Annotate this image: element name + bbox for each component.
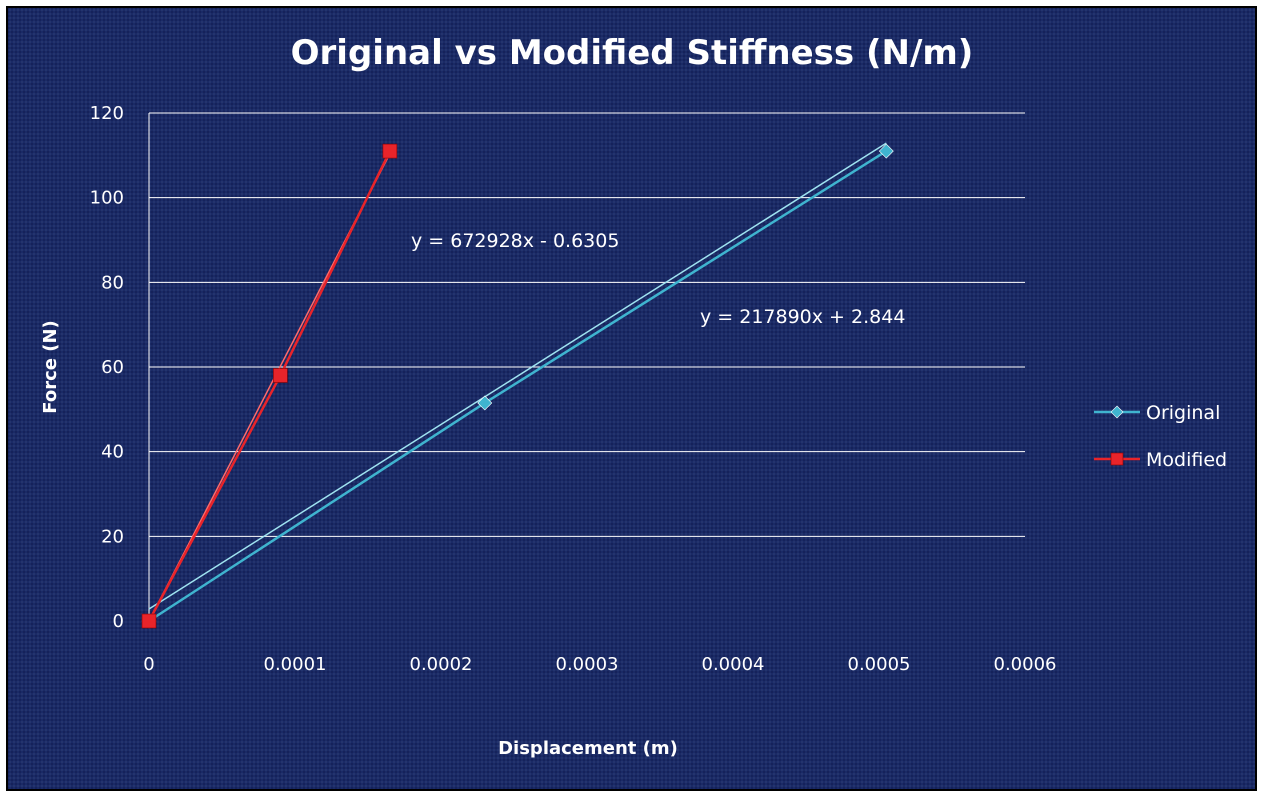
trendline-equations: y = 217890x + 2.844 y = 672928x - 0.6305 bbox=[411, 230, 905, 328]
data-point bbox=[1110, 405, 1124, 419]
trendline bbox=[148, 142, 887, 610]
data-point bbox=[477, 395, 493, 411]
y-tick-label: 40 bbox=[101, 442, 124, 463]
x-tick-label: 0.0005 bbox=[848, 654, 911, 675]
chart-frame bbox=[6, 6, 1263, 797]
x-tick-label: 0.0006 bbox=[994, 654, 1057, 675]
y-tick-label: 20 bbox=[101, 526, 124, 547]
x-tick-label: 0.0004 bbox=[702, 654, 765, 675]
y-tick-label: 0 bbox=[113, 611, 124, 632]
data-point bbox=[382, 143, 398, 159]
trendline-equation: y = 672928x - 0.6305 bbox=[411, 230, 619, 252]
series-layer bbox=[141, 142, 894, 629]
legend: Original Modified bbox=[1094, 402, 1227, 471]
legend-item-modified: Modified bbox=[1094, 449, 1227, 471]
data-point bbox=[878, 143, 894, 159]
y-tick-label: 100 bbox=[90, 188, 124, 209]
y-tick-labels: 0 20 40 60 80 100 120 bbox=[90, 103, 124, 632]
y-tick-label: 120 bbox=[90, 103, 124, 124]
legend-label: Original bbox=[1146, 402, 1220, 424]
data-point bbox=[141, 613, 157, 629]
chart-title: Original vs Modified Stiffness (N/m) bbox=[291, 33, 974, 73]
series-line bbox=[148, 150, 887, 623]
y-axis-label: Force (N) bbox=[40, 320, 61, 413]
legend-item-original: Original bbox=[1094, 402, 1220, 424]
x-tick-label: 0.0003 bbox=[556, 654, 619, 675]
x-axis-label: Displacement (m) bbox=[498, 738, 678, 759]
y-tick-label: 80 bbox=[101, 272, 124, 293]
data-point bbox=[273, 368, 288, 383]
x-tick-label: 0.0001 bbox=[264, 654, 327, 675]
x-tick-label: 0.0002 bbox=[410, 654, 473, 675]
grid-lines bbox=[148, 112, 1025, 621]
series-modified bbox=[141, 143, 398, 629]
series-original bbox=[141, 142, 894, 629]
trendline-equation: y = 217890x + 2.844 bbox=[700, 306, 905, 328]
x-tick-labels: 0 0.0001 0.0002 0.0003 0.0004 0.0005 0.0006 bbox=[143, 654, 1056, 675]
legend-label: Modified bbox=[1146, 449, 1227, 471]
data-point bbox=[1110, 452, 1124, 466]
x-tick-label: 0 bbox=[143, 654, 154, 675]
y-tick-label: 60 bbox=[101, 357, 124, 378]
